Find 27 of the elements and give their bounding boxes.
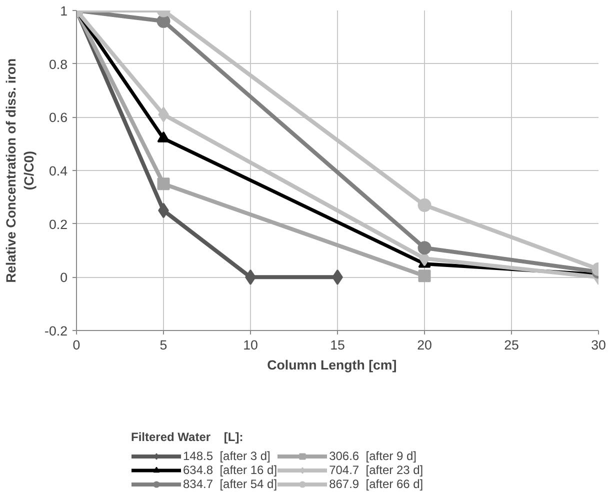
- x-tick-label: 15: [330, 338, 345, 352]
- x-tick-label: 5: [160, 338, 168, 352]
- x-tick-label: 25: [504, 338, 519, 352]
- legend-label: 834.7 [after 54 d]: [183, 477, 278, 491]
- point: [156, 14, 170, 28]
- x-tick-label: 20: [417, 338, 432, 352]
- legend-label: 704.7 [after 23 d]: [329, 463, 424, 477]
- y-tick-label: 0.6: [48, 110, 68, 126]
- legend-label: 306.6 [after 9 d]: [329, 449, 416, 463]
- y-tick-label: 0.2: [48, 216, 68, 232]
- point: [157, 178, 170, 190]
- y-axis-title: Relative Concentration of diss. iron (C/C0): [4, 58, 37, 283]
- y-tick-label: 0.4: [48, 164, 68, 178]
- point: [418, 270, 431, 282]
- x-tick-label: 10: [243, 338, 258, 352]
- legend-label: 634.8 [after 16 d]: [183, 463, 278, 477]
- x-axis-title: Column Length [cm]: [267, 358, 397, 372]
- y-tick-label: -0.2: [44, 324, 68, 338]
- y-tick-label: 0.8: [48, 56, 68, 72]
- legend-title: Filtered Water [L]:: [131, 430, 244, 444]
- legend-label: 867.9 [after 66 d]: [329, 477, 424, 491]
- legend-label: 148.5 [after 3 d]: [183, 449, 270, 463]
- point: [418, 241, 432, 255]
- x-tick-label: 30: [591, 338, 606, 352]
- x-tick-label: 0: [72, 338, 80, 352]
- y-tick-label: 0: [60, 270, 68, 286]
- y-tick-label: 1: [60, 4, 68, 18]
